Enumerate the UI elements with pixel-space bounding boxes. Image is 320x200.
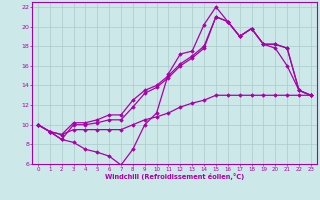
X-axis label: Windchill (Refroidissement éolien,°C): Windchill (Refroidissement éolien,°C) <box>105 173 244 180</box>
